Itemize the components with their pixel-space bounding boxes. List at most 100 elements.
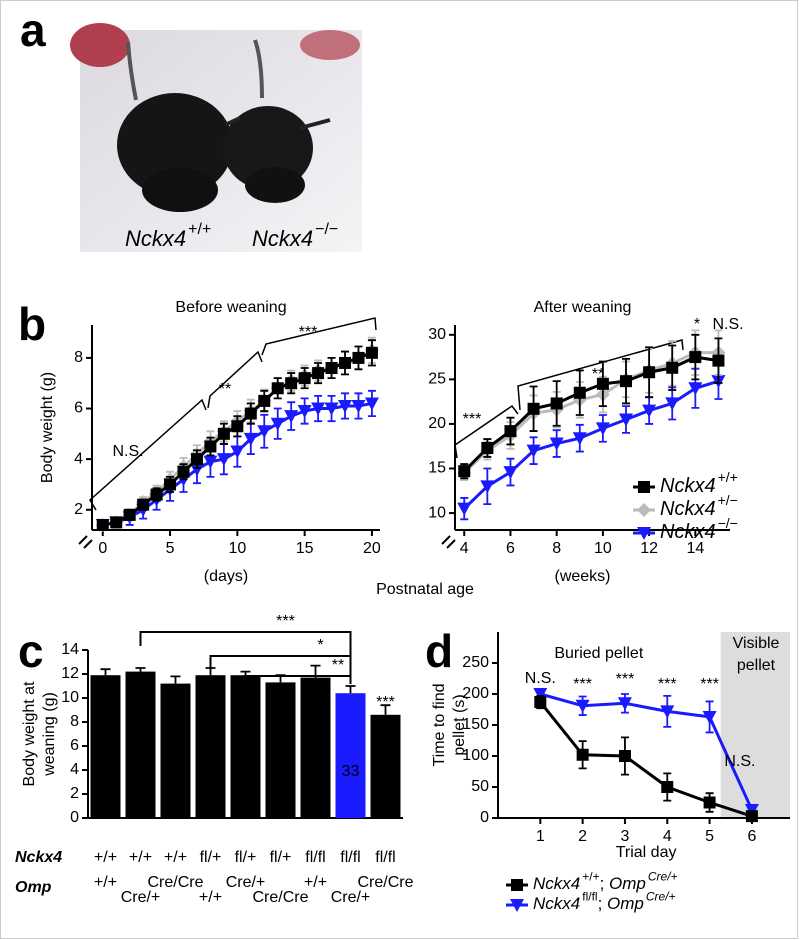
bar <box>300 677 331 818</box>
label-part: +/+ <box>718 469 738 485</box>
y-tick-label: 30 <box>428 326 446 343</box>
marker <box>364 397 379 411</box>
significance: *** <box>573 676 592 693</box>
marker <box>311 402 326 416</box>
y-tick-label: 250 <box>462 654 489 671</box>
photo <box>70 23 362 252</box>
n-label: 10 <box>307 763 325 780</box>
significance: * <box>694 316 700 333</box>
marker <box>661 781 674 793</box>
marker <box>137 498 150 511</box>
significance: *** <box>299 324 318 341</box>
x-tick-label: 5 <box>166 540 175 557</box>
significance: *** <box>463 411 482 428</box>
n-label: 22 <box>202 763 220 780</box>
label-part: +/+ <box>582 870 599 884</box>
n-label: 25 <box>167 763 185 780</box>
marker <box>257 425 272 439</box>
marker <box>204 440 217 453</box>
category-label: Cre/Cre <box>252 889 308 906</box>
marker <box>575 699 590 713</box>
rich-label: Nckx4 +/− <box>660 492 738 521</box>
marker <box>481 442 494 454</box>
label-part: Cre/+ <box>646 890 676 904</box>
label-part: Nckx4 <box>533 874 580 893</box>
n-label: 96 <box>237 763 255 780</box>
category-label: Cre/+ <box>121 889 161 906</box>
x-tick-label: 15 <box>296 540 314 557</box>
marker <box>458 465 471 478</box>
category-label: Cre/+ <box>226 874 266 891</box>
marker <box>325 362 338 375</box>
x-label: Trial day <box>616 844 677 861</box>
x-tick-label: 2 <box>578 828 587 845</box>
marker <box>457 502 472 516</box>
series-line <box>539 692 754 811</box>
y-label: Body weight (g) <box>39 372 56 483</box>
label-part: −/− <box>315 221 338 238</box>
significance: N.S. <box>112 443 143 460</box>
marker <box>534 696 547 709</box>
y-tick-label: 2 <box>70 785 79 802</box>
bar <box>125 671 156 818</box>
panel-letter: d <box>425 625 453 677</box>
label-part: Omp <box>607 894 644 913</box>
category-label: Cre/Cre <box>147 874 203 891</box>
marker <box>338 399 353 413</box>
category-label: Cre/+ <box>331 889 371 906</box>
marker <box>618 750 631 762</box>
marker <box>190 453 203 466</box>
y-label: Time to find <box>431 684 448 767</box>
error-bar <box>100 668 111 676</box>
y-tick-label: 2 <box>74 501 83 518</box>
panel-letter: b <box>18 298 46 350</box>
category-label: fl/+ <box>200 849 222 866</box>
category-label: +/+ <box>94 849 117 866</box>
x-label: (weeks) <box>554 568 610 585</box>
y-tick-label: 6 <box>74 400 83 417</box>
marker <box>642 404 657 418</box>
marker <box>666 361 679 374</box>
y-tick-label: 8 <box>70 713 79 730</box>
significance: ** <box>332 657 344 674</box>
row-name: Nckx4 <box>15 849 62 866</box>
marker <box>189 463 204 477</box>
category-label: +/+ <box>199 889 222 906</box>
y-tick-label: 4 <box>74 450 83 467</box>
marker <box>123 508 136 521</box>
marker <box>352 351 365 364</box>
category-label: fl/+ <box>270 849 292 866</box>
category-label: fl/fl <box>340 849 360 866</box>
n-label: 23 <box>377 763 395 780</box>
category-label: fl/fl <box>375 849 395 866</box>
marker <box>549 437 564 451</box>
y-label: pellet (s) <box>451 694 468 755</box>
marker <box>177 465 190 478</box>
region-label: Buried pellet <box>554 645 644 662</box>
y-tick-label: 150 <box>462 716 489 733</box>
marker <box>689 351 702 364</box>
y-tick-label: 14 <box>61 641 79 658</box>
marker <box>258 394 271 407</box>
significance: N.S. <box>525 670 556 687</box>
marker <box>576 748 589 761</box>
significance: * <box>317 637 323 654</box>
label-part: Nckx4 <box>660 521 716 543</box>
label-part: Nckx4 <box>252 226 313 251</box>
x-tick-label: 3 <box>621 828 630 845</box>
y-tick-label: 20 <box>428 415 446 432</box>
error-bar <box>135 667 146 672</box>
y-tick-label: 50 <box>471 778 489 795</box>
bar <box>160 683 191 818</box>
marker <box>596 377 609 390</box>
label-part: −/− <box>718 515 738 531</box>
significance: *** <box>658 676 677 693</box>
label-part: Nckx4 <box>533 894 580 913</box>
rich-label: Nckx4 +/+; Omp Cre/+ <box>533 870 678 894</box>
marker <box>96 518 109 531</box>
y-tick-label: 0 <box>480 809 489 826</box>
y-tick-label: 6 <box>70 737 79 754</box>
label-part: Cre/+ <box>648 870 678 884</box>
x-tick-label: 4 <box>460 540 469 557</box>
bar <box>230 675 261 818</box>
